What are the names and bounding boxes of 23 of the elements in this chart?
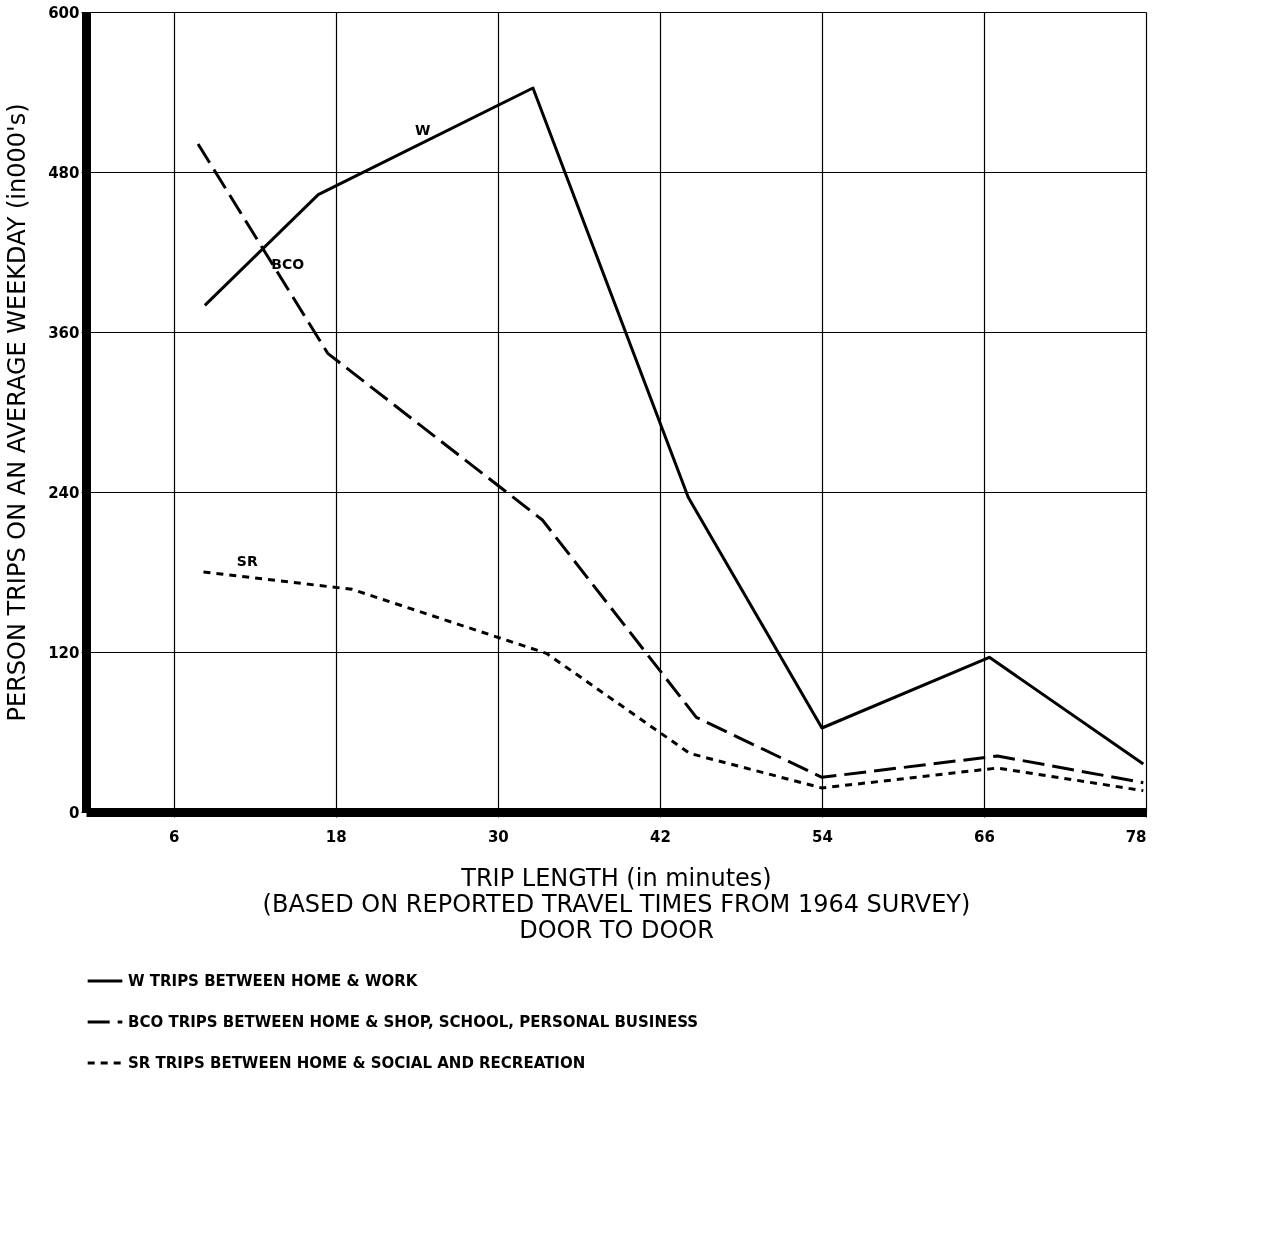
y-tick-label: 360: [48, 323, 80, 342]
x-tick-label: 66: [974, 827, 995, 846]
text: DOOR TO DOOR: [519, 915, 714, 944]
y-tick-label: 480: [48, 163, 80, 182]
annotation: BCO: [271, 255, 305, 272]
x-axis-title: TRIP LENGTH (in minutes): [460, 863, 772, 892]
annotation: W: [415, 122, 431, 139]
y-tick-label: 120: [48, 643, 80, 662]
legend-label: BCO TRIPS BETWEEN HOME & SHOP, SCHOOL, PERSONAL BUSINESS: [128, 1013, 699, 1031]
text: (BASED ON REPORTED TRAVEL TIMES FROM 1964 SURVEY): [262, 889, 971, 918]
x-tick-label: 78: [1125, 827, 1147, 846]
y-tick-label: 600: [48, 3, 80, 22]
y-tick-label: 0: [69, 803, 80, 822]
x-tick-label: 54: [811, 827, 833, 846]
y-tick-label: 240: [48, 483, 80, 502]
x-tick-label: 18: [325, 827, 347, 846]
legend-label: W TRIPS BETWEEN HOME & WORK: [128, 972, 419, 990]
legend-label: SR TRIPS BETWEEN HOME & SOCIAL AND RECREATION: [128, 1054, 586, 1072]
y-axis-title: PERSON TRIPS ON AN AVERAGE WEEKDAY (in000's): [3, 103, 32, 722]
annotation: SR: [236, 553, 258, 569]
x-tick-label: 6: [169, 827, 180, 846]
x-tick-label: 42: [649, 827, 671, 846]
x-tick-label: 30: [487, 827, 509, 846]
